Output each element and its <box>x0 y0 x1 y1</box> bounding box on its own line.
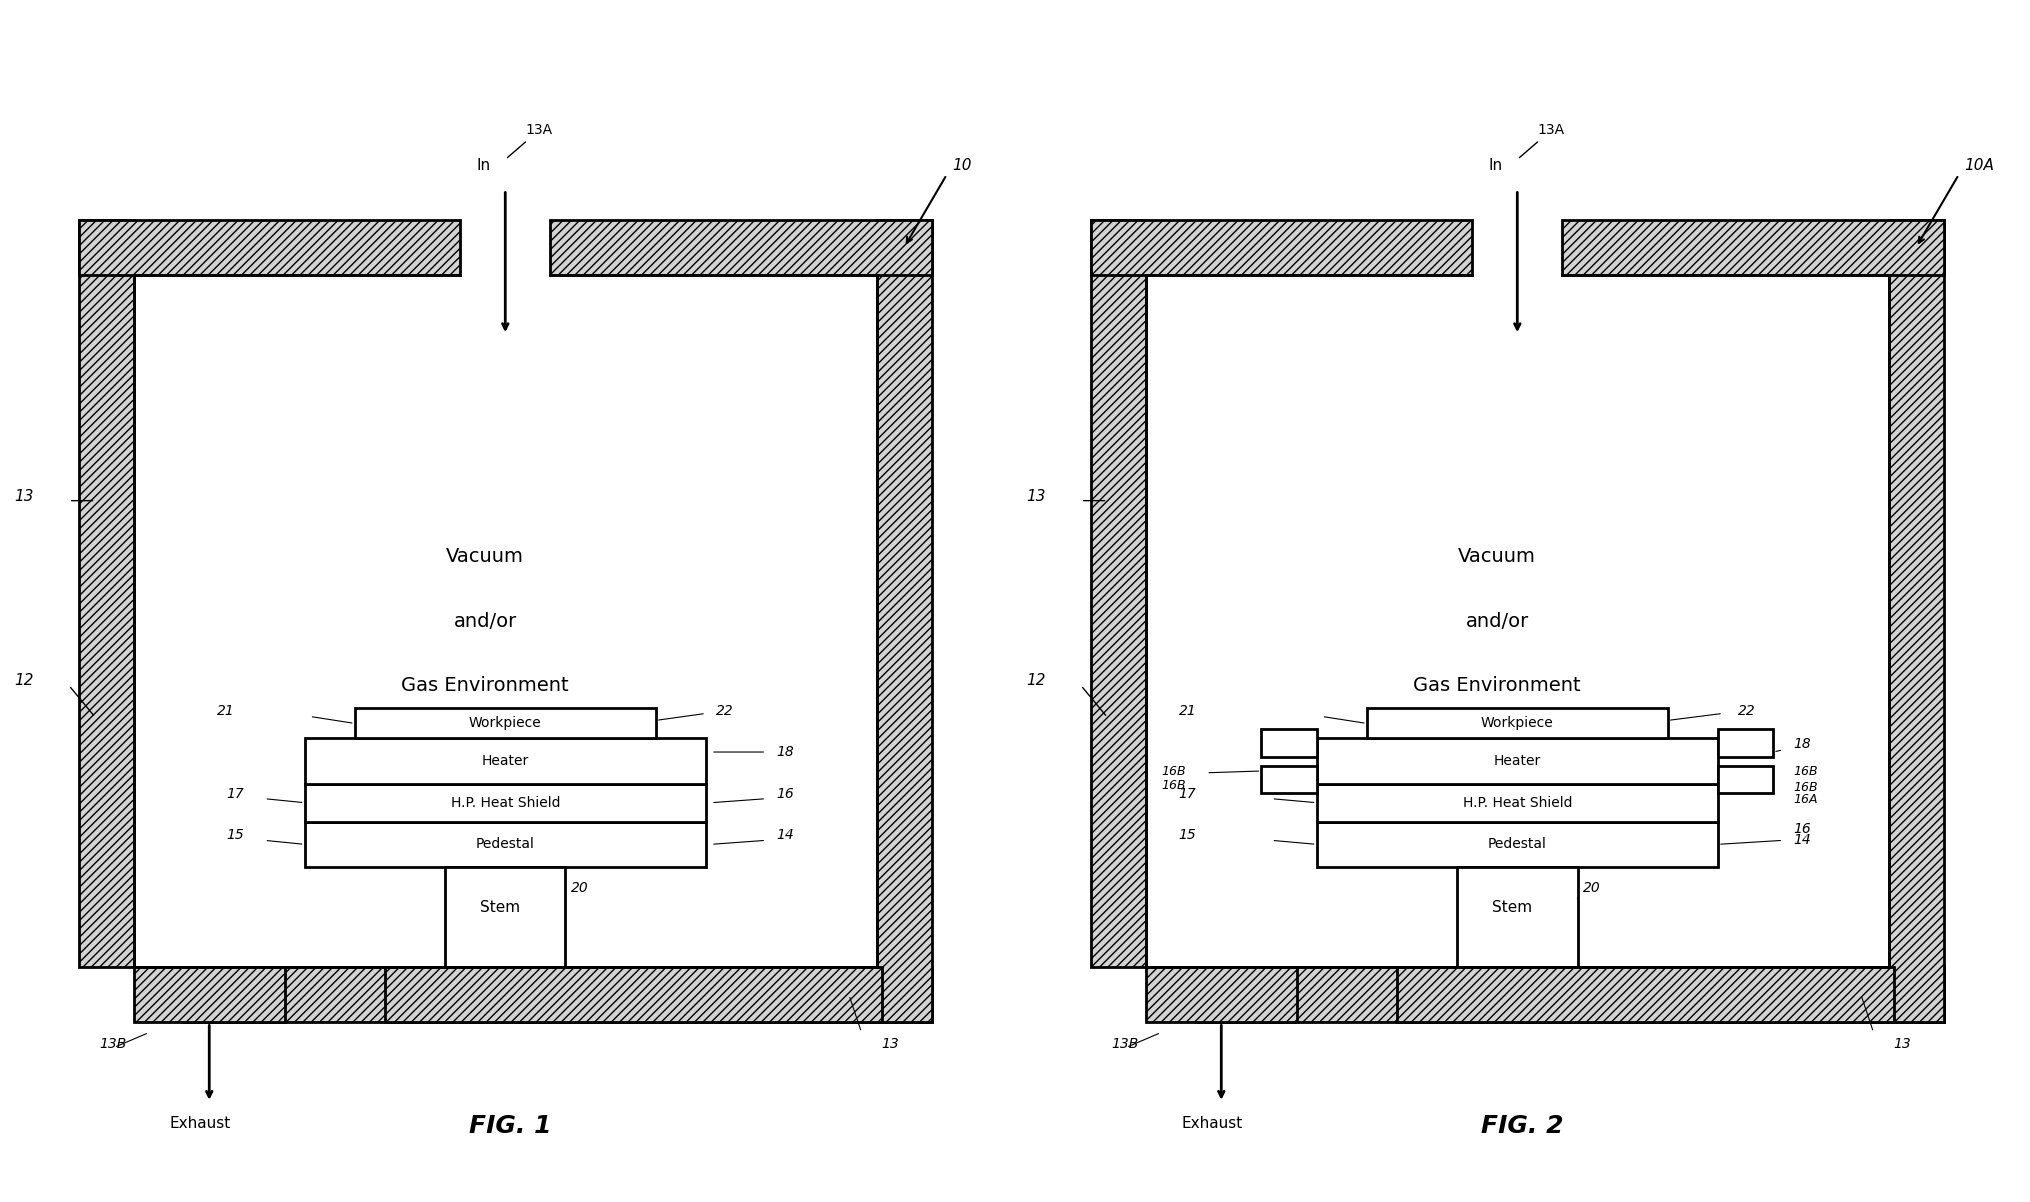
Bar <box>1090 220 1145 968</box>
Text: Workpiece: Workpiece <box>1480 716 1553 731</box>
Text: Stem: Stem <box>1492 899 1531 915</box>
Bar <box>1315 784 1717 822</box>
Text: Vacuum: Vacuum <box>1458 547 1535 566</box>
Text: Heater: Heater <box>481 754 528 768</box>
Text: Exhaust: Exhaust <box>1181 1115 1242 1131</box>
Bar <box>185 968 932 1023</box>
Text: 17: 17 <box>1177 786 1196 801</box>
Bar <box>1397 968 1892 1023</box>
Text: 16B: 16B <box>1792 781 1817 793</box>
Text: FIG. 2: FIG. 2 <box>1480 1114 1563 1138</box>
Text: 13: 13 <box>881 1036 899 1051</box>
Text: Gas Environment: Gas Environment <box>1413 676 1579 695</box>
Bar <box>79 220 461 275</box>
Text: and/or: and/or <box>1466 612 1529 631</box>
Bar <box>79 220 134 968</box>
Bar <box>1888 220 1943 1023</box>
Text: 12: 12 <box>14 673 35 689</box>
Text: Pedestal: Pedestal <box>475 838 534 851</box>
Text: Gas Environment: Gas Environment <box>402 676 568 695</box>
Bar <box>1090 220 1472 275</box>
Bar <box>304 784 706 822</box>
Bar <box>1145 968 1295 1023</box>
Bar <box>355 708 656 738</box>
Text: Heater: Heater <box>1492 754 1541 768</box>
Bar <box>877 220 932 1023</box>
Bar <box>1717 730 1772 756</box>
Text: Vacuum: Vacuum <box>447 547 524 566</box>
Text: 21: 21 <box>1177 704 1196 719</box>
Text: 10: 10 <box>952 157 970 173</box>
Text: 18: 18 <box>775 745 794 758</box>
Text: 17: 17 <box>227 786 244 801</box>
Text: 15: 15 <box>1177 828 1196 843</box>
Text: 16: 16 <box>775 786 794 801</box>
Text: 14: 14 <box>775 828 794 843</box>
Text: FIG. 1: FIG. 1 <box>469 1114 552 1138</box>
Text: 10A: 10A <box>1963 157 1993 173</box>
Bar <box>1261 730 1315 756</box>
Text: 20: 20 <box>1581 881 1600 895</box>
Text: 13: 13 <box>1025 489 1045 504</box>
Bar <box>445 867 564 968</box>
Bar <box>1366 708 1667 738</box>
Text: 18: 18 <box>1792 737 1811 750</box>
Text: H.P. Heat Shield: H.P. Heat Shield <box>1462 796 1571 810</box>
Text: 21: 21 <box>217 704 233 719</box>
Bar <box>1196 968 1943 1023</box>
Text: 16A: 16A <box>1792 792 1817 805</box>
Text: 12: 12 <box>1025 673 1045 689</box>
Text: 13B: 13B <box>99 1036 126 1051</box>
Text: 13: 13 <box>14 489 35 504</box>
Text: 13: 13 <box>1892 1036 1910 1051</box>
Text: Workpiece: Workpiece <box>469 716 542 731</box>
Text: 22: 22 <box>717 704 733 719</box>
Text: 13A: 13A <box>1518 124 1563 157</box>
Bar <box>1315 738 1717 784</box>
Bar <box>304 738 706 784</box>
Bar <box>384 968 881 1023</box>
Text: Stem: Stem <box>479 899 520 915</box>
Text: 13B: 13B <box>1110 1036 1137 1051</box>
Bar <box>304 822 706 867</box>
Bar <box>1717 766 1772 792</box>
Bar <box>134 968 284 1023</box>
Text: In: In <box>1488 157 1502 173</box>
Text: Pedestal: Pedestal <box>1488 838 1547 851</box>
Text: Exhaust: Exhaust <box>168 1115 229 1131</box>
Text: 14: 14 <box>1792 833 1811 847</box>
Bar <box>550 220 932 275</box>
Text: 13A: 13A <box>508 124 552 157</box>
Bar <box>1456 867 1577 968</box>
Bar <box>1261 766 1315 792</box>
Text: and/or: and/or <box>453 612 516 631</box>
Text: 16B: 16B <box>1161 779 1186 792</box>
Text: 16B: 16B <box>1161 764 1186 778</box>
Text: 16: 16 <box>1792 822 1811 835</box>
Bar <box>1561 220 1943 275</box>
Text: 16B: 16B <box>1792 764 1817 778</box>
Text: 15: 15 <box>227 828 244 843</box>
Text: 20: 20 <box>570 881 589 895</box>
Bar <box>1315 822 1717 867</box>
Text: 22: 22 <box>1738 704 1756 719</box>
Text: In: In <box>475 157 489 173</box>
Text: H.P. Heat Shield: H.P. Heat Shield <box>451 796 560 810</box>
